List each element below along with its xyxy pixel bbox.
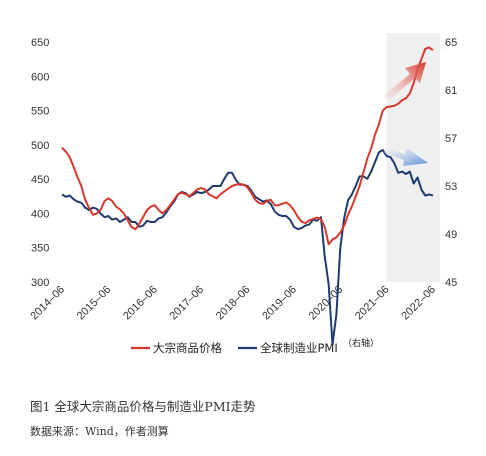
x-tick-label: 2016–06 xyxy=(121,284,160,323)
right-y-tick-label: 45 xyxy=(445,277,457,289)
right-y-axis: 65 61 57 53 49 45 xyxy=(445,37,457,289)
down-trend-arrow-icon xyxy=(384,148,428,166)
legend-label-commodity: 大宗商品价格 xyxy=(153,341,222,355)
x-axis: 2014–06 2015–06 2016–06 2017–06 2018–06 2019–… xyxy=(28,284,438,323)
right-y-tick-label: 53 xyxy=(445,181,457,193)
left-y-tick-label: 600 xyxy=(31,71,49,83)
left-y-axis: 650 600 550 500 450 400 350 300 xyxy=(31,37,49,289)
figure-caption: 图1 全球大宗商品价格与制造业PMI走势 xyxy=(30,399,256,414)
right-y-tick-label: 57 xyxy=(445,133,457,145)
left-y-tick-label: 650 xyxy=(31,37,49,49)
x-tick-label: 2014–06 xyxy=(28,284,67,323)
series-line-pmi xyxy=(61,149,434,346)
legend: 大宗商品价格 全球制造业PMI （右轴） xyxy=(131,337,379,355)
left-y-tick-label: 500 xyxy=(31,140,49,152)
series-line-commodity xyxy=(61,46,434,246)
left-y-tick-label: 450 xyxy=(31,174,49,186)
x-tick-label: 2021–06 xyxy=(353,284,392,323)
up-trend-arrow-icon xyxy=(383,62,426,101)
left-y-tick-label: 300 xyxy=(31,277,49,289)
legend-label-pmi: 全球制造业PMI xyxy=(260,341,338,355)
legend-note-right-axis: （右轴） xyxy=(343,337,379,349)
x-tick-label: 2015–06 xyxy=(75,284,114,323)
left-y-tick-label: 350 xyxy=(31,243,49,255)
data-source: 数据来源：Wind，作者测算 xyxy=(30,425,169,438)
commodity-pmi-chart: 2014–06 2015–06 2016–06 2017–06 2018–06 2019–… xyxy=(28,33,457,355)
right-y-tick-label: 61 xyxy=(445,85,457,97)
left-y-tick-label: 550 xyxy=(31,106,49,118)
right-y-tick-label: 49 xyxy=(445,229,457,241)
x-tick-label: 2018–06 xyxy=(214,284,253,323)
x-tick-label: 2022–06 xyxy=(399,284,438,323)
x-tick-label: 2019–06 xyxy=(260,284,299,323)
left-y-tick-label: 400 xyxy=(31,208,49,220)
x-tick-label: 2017–06 xyxy=(167,284,206,323)
x-tick-label: 2020–06 xyxy=(307,284,346,323)
right-y-tick-label: 65 xyxy=(445,37,457,49)
